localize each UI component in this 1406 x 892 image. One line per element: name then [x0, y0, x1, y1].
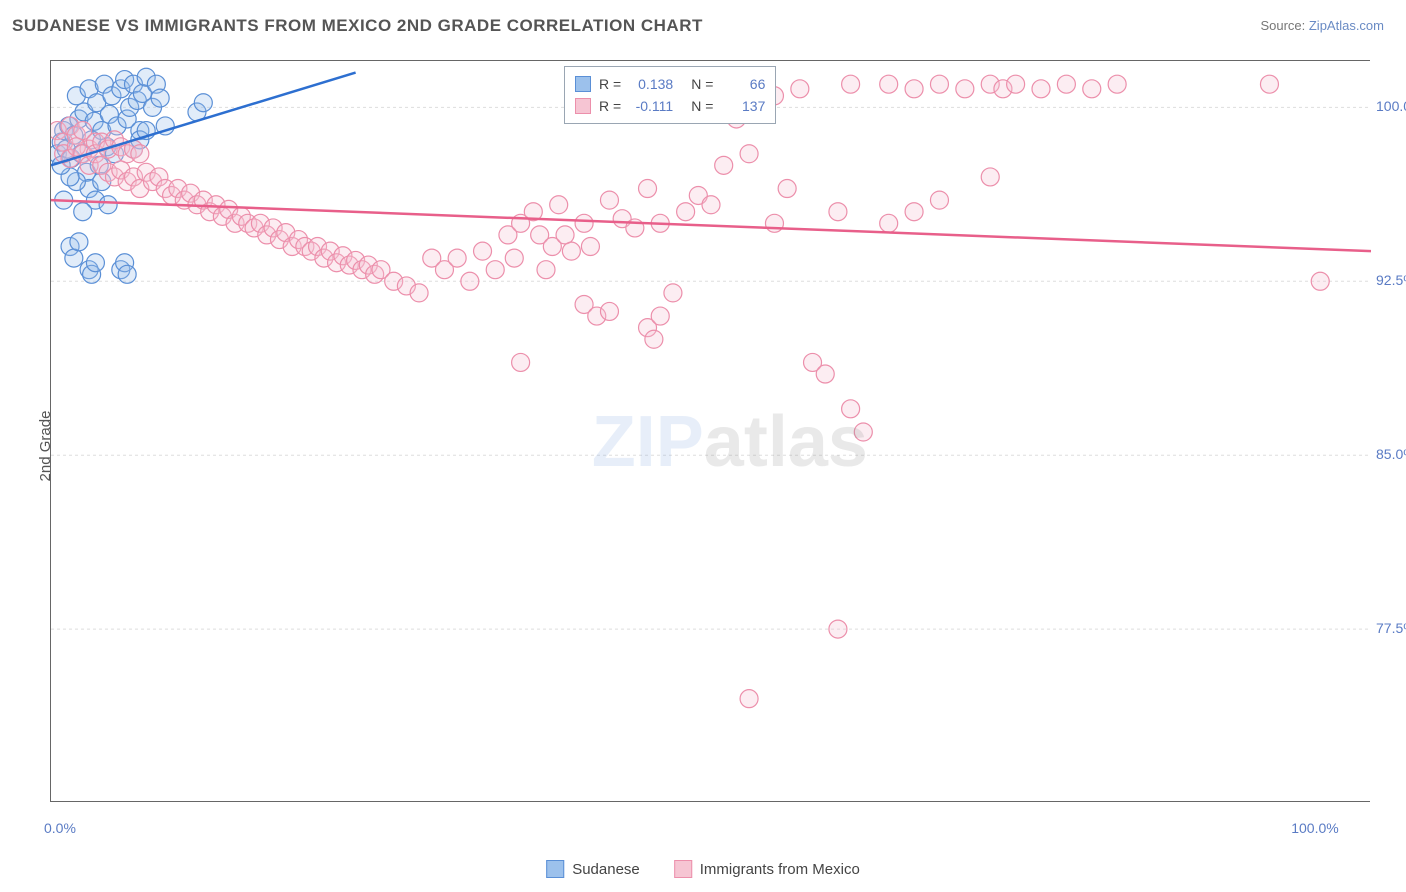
chart-container: { "title": "SUDANESE VS IMMIGRANTS FROM …: [0, 0, 1406, 892]
data-point: [1311, 272, 1329, 290]
data-point: [131, 145, 149, 163]
data-point: [410, 284, 428, 302]
data-point: [556, 226, 574, 244]
chart-title: SUDANESE VS IMMIGRANTS FROM MEXICO 2ND G…: [12, 16, 703, 36]
y-tick-label: 85.0%: [1376, 446, 1406, 462]
y-tick-label: 92.5%: [1376, 272, 1406, 288]
data-point: [702, 196, 720, 214]
plot-area: ZIPatlas: [50, 60, 1370, 802]
data-point: [645, 330, 663, 348]
n-value: 66: [721, 76, 765, 92]
r-label: R =: [599, 98, 621, 114]
r-value: 0.138: [629, 76, 673, 92]
legend-swatch: [674, 860, 692, 878]
x-tick-label: 100.0%: [1291, 820, 1338, 836]
data-point: [981, 168, 999, 186]
source-link[interactable]: ZipAtlas.com: [1309, 18, 1384, 33]
data-point: [118, 265, 136, 283]
y-tick-label: 77.5%: [1376, 620, 1406, 636]
data-point: [99, 196, 117, 214]
data-point: [562, 242, 580, 260]
data-point: [1108, 75, 1126, 93]
legend-label: Sudanese: [572, 861, 640, 878]
data-point: [1260, 75, 1278, 93]
data-point: [1083, 80, 1101, 98]
data-point: [880, 75, 898, 93]
data-point: [664, 284, 682, 302]
data-point: [600, 191, 618, 209]
source-label: Source:: [1260, 18, 1308, 33]
data-point: [600, 302, 618, 320]
stats-row: R = -0.111 N = 137: [575, 95, 765, 117]
y-tick-label: 100.0%: [1376, 98, 1406, 114]
data-point: [791, 80, 809, 98]
data-point: [74, 203, 92, 221]
data-point: [765, 214, 783, 232]
legend-item: Sudanese: [546, 860, 640, 878]
legend: Sudanese Immigrants from Mexico: [546, 860, 860, 878]
data-point: [740, 690, 758, 708]
n-value: 137: [721, 98, 765, 114]
data-point: [854, 423, 872, 441]
series-swatch: [575, 76, 591, 92]
data-point: [512, 353, 530, 371]
data-point: [65, 249, 83, 267]
data-point: [651, 307, 669, 325]
data-point: [842, 400, 860, 418]
data-point: [740, 145, 758, 163]
r-value: -0.111: [629, 98, 673, 114]
data-point: [70, 233, 88, 251]
stats-row: R = 0.138 N = 66: [575, 73, 765, 95]
data-point: [880, 214, 898, 232]
data-point: [829, 203, 847, 221]
data-point: [486, 261, 504, 279]
data-point: [1057, 75, 1075, 93]
data-point: [778, 180, 796, 198]
data-point: [1007, 75, 1025, 93]
x-tick-label: 0.0%: [44, 820, 76, 836]
data-point: [448, 249, 466, 267]
legend-label: Immigrants from Mexico: [700, 861, 860, 878]
data-point: [505, 249, 523, 267]
data-point: [715, 156, 733, 174]
r-label: R =: [599, 76, 621, 92]
data-point: [930, 75, 948, 93]
n-label: N =: [691, 76, 713, 92]
correlation-stats-box: R = 0.138 N = 66 R = -0.111 N = 137: [564, 66, 776, 124]
data-point: [581, 238, 599, 256]
data-point: [575, 214, 593, 232]
data-point: [537, 261, 555, 279]
data-point: [816, 365, 834, 383]
data-point: [639, 180, 657, 198]
legend-item: Immigrants from Mexico: [674, 860, 860, 878]
data-point: [86, 254, 104, 272]
scatter-svg: [51, 61, 1371, 803]
legend-swatch: [546, 860, 564, 878]
data-point: [151, 89, 169, 107]
data-point: [461, 272, 479, 290]
source-attribution: Source: ZipAtlas.com: [1260, 18, 1384, 33]
series-swatch: [575, 98, 591, 114]
data-point: [905, 203, 923, 221]
data-point: [956, 80, 974, 98]
data-point: [550, 196, 568, 214]
data-point: [194, 94, 212, 112]
data-point: [474, 242, 492, 260]
data-point: [677, 203, 695, 221]
n-label: N =: [691, 98, 713, 114]
data-point: [905, 80, 923, 98]
data-point: [930, 191, 948, 209]
data-point: [842, 75, 860, 93]
data-point: [829, 620, 847, 638]
data-point: [1032, 80, 1050, 98]
